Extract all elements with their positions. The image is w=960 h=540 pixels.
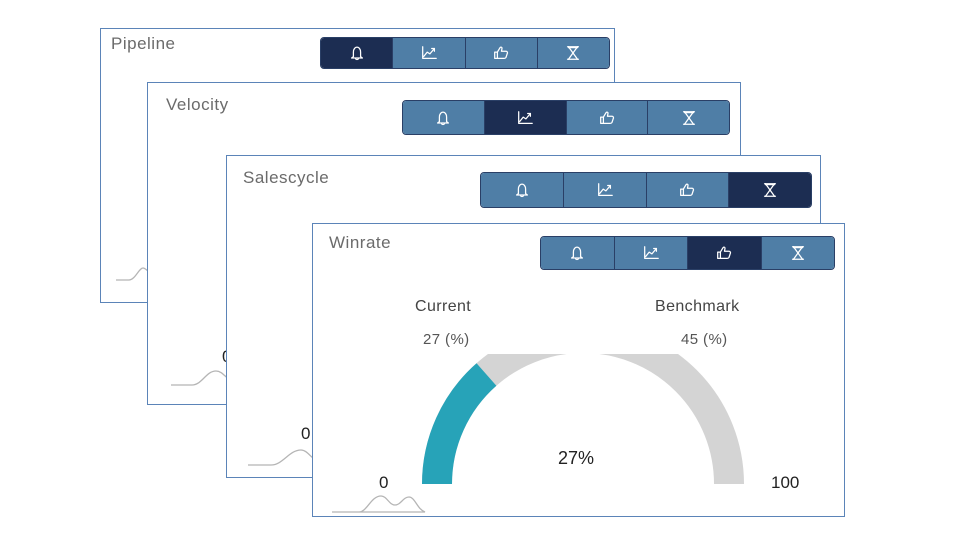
winrate-card: Winrate Current 27 (%) Benchmark 45 (%) … (312, 223, 845, 517)
card-toolbar (320, 37, 610, 69)
thumbs-up-icon (717, 246, 732, 260)
toolbar-thumbs-up-button[interactable] (566, 101, 649, 134)
hourglass-icon (764, 183, 777, 197)
toolbar-bell-button[interactable] (321, 38, 394, 68)
trend-chart-icon (518, 110, 533, 124)
current-label: Current (415, 298, 472, 315)
thumbs-up-icon (494, 46, 509, 60)
hourglass-icon (567, 46, 580, 60)
trend-chart-icon (421, 46, 437, 60)
card-title: Velocity (166, 95, 229, 114)
toolbar-trend-chart-button[interactable] (614, 237, 688, 269)
toolbar-trend-chart-button[interactable] (484, 101, 567, 134)
bell-icon (350, 46, 363, 61)
toolbar-thumbs-up-button[interactable] (688, 237, 762, 269)
toolbar-bell-button[interactable] (403, 101, 485, 134)
benchmark-value: 45 (%) (681, 331, 728, 348)
bell-icon (437, 111, 450, 125)
value-label: 0 (301, 424, 311, 443)
gauge-value: 27% (558, 448, 595, 468)
card-title: Winrate (329, 233, 392, 252)
bell-icon (515, 183, 528, 198)
gauge-fill (422, 363, 497, 485)
gauge-min-label: 0 (379, 473, 389, 492)
toolbar-hourglass-button[interactable] (648, 101, 729, 134)
sparkline (171, 370, 230, 386)
trend-chart-icon (597, 183, 613, 197)
toolbar-hourglass-button[interactable] (537, 38, 609, 68)
card-toolbar (540, 236, 835, 270)
trend-chart-icon (643, 246, 659, 260)
toolbar-hourglass-button[interactable] (729, 173, 811, 207)
thumbs-up-icon (680, 183, 695, 197)
toolbar-trend-chart-button[interactable] (393, 38, 466, 68)
card-title: Salescycle (243, 168, 330, 187)
hourglass-icon (682, 110, 695, 125)
sparkline (248, 449, 317, 466)
card-title: Pipeline (111, 34, 176, 53)
toolbar-trend-chart-button[interactable] (563, 173, 647, 207)
toolbar-thumbs-up-button[interactable] (646, 173, 730, 207)
benchmark-label: Benchmark (655, 298, 740, 315)
gauge-max-label: 100 (771, 473, 800, 492)
gauge (422, 354, 744, 485)
card-toolbar (480, 172, 812, 208)
card-toolbar (402, 100, 730, 135)
toolbar-bell-button[interactable] (541, 237, 615, 269)
toolbar-hourglass-button[interactable] (761, 237, 834, 269)
thumbs-up-icon (599, 111, 614, 124)
bell-icon (571, 246, 584, 261)
hourglass-icon (791, 246, 804, 260)
current-value: 27 (%) (423, 331, 470, 348)
toolbar-bell-button[interactable] (481, 173, 564, 207)
sparkline (332, 495, 426, 513)
toolbar-thumbs-up-button[interactable] (465, 38, 538, 68)
